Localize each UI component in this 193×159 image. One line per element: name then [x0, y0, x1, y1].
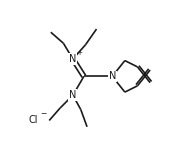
Text: N: N [69, 54, 77, 64]
Text: +: + [76, 50, 82, 55]
Text: N: N [69, 90, 77, 100]
Text: −: − [41, 109, 47, 118]
Text: Cl: Cl [29, 115, 38, 125]
Text: N: N [109, 71, 116, 81]
